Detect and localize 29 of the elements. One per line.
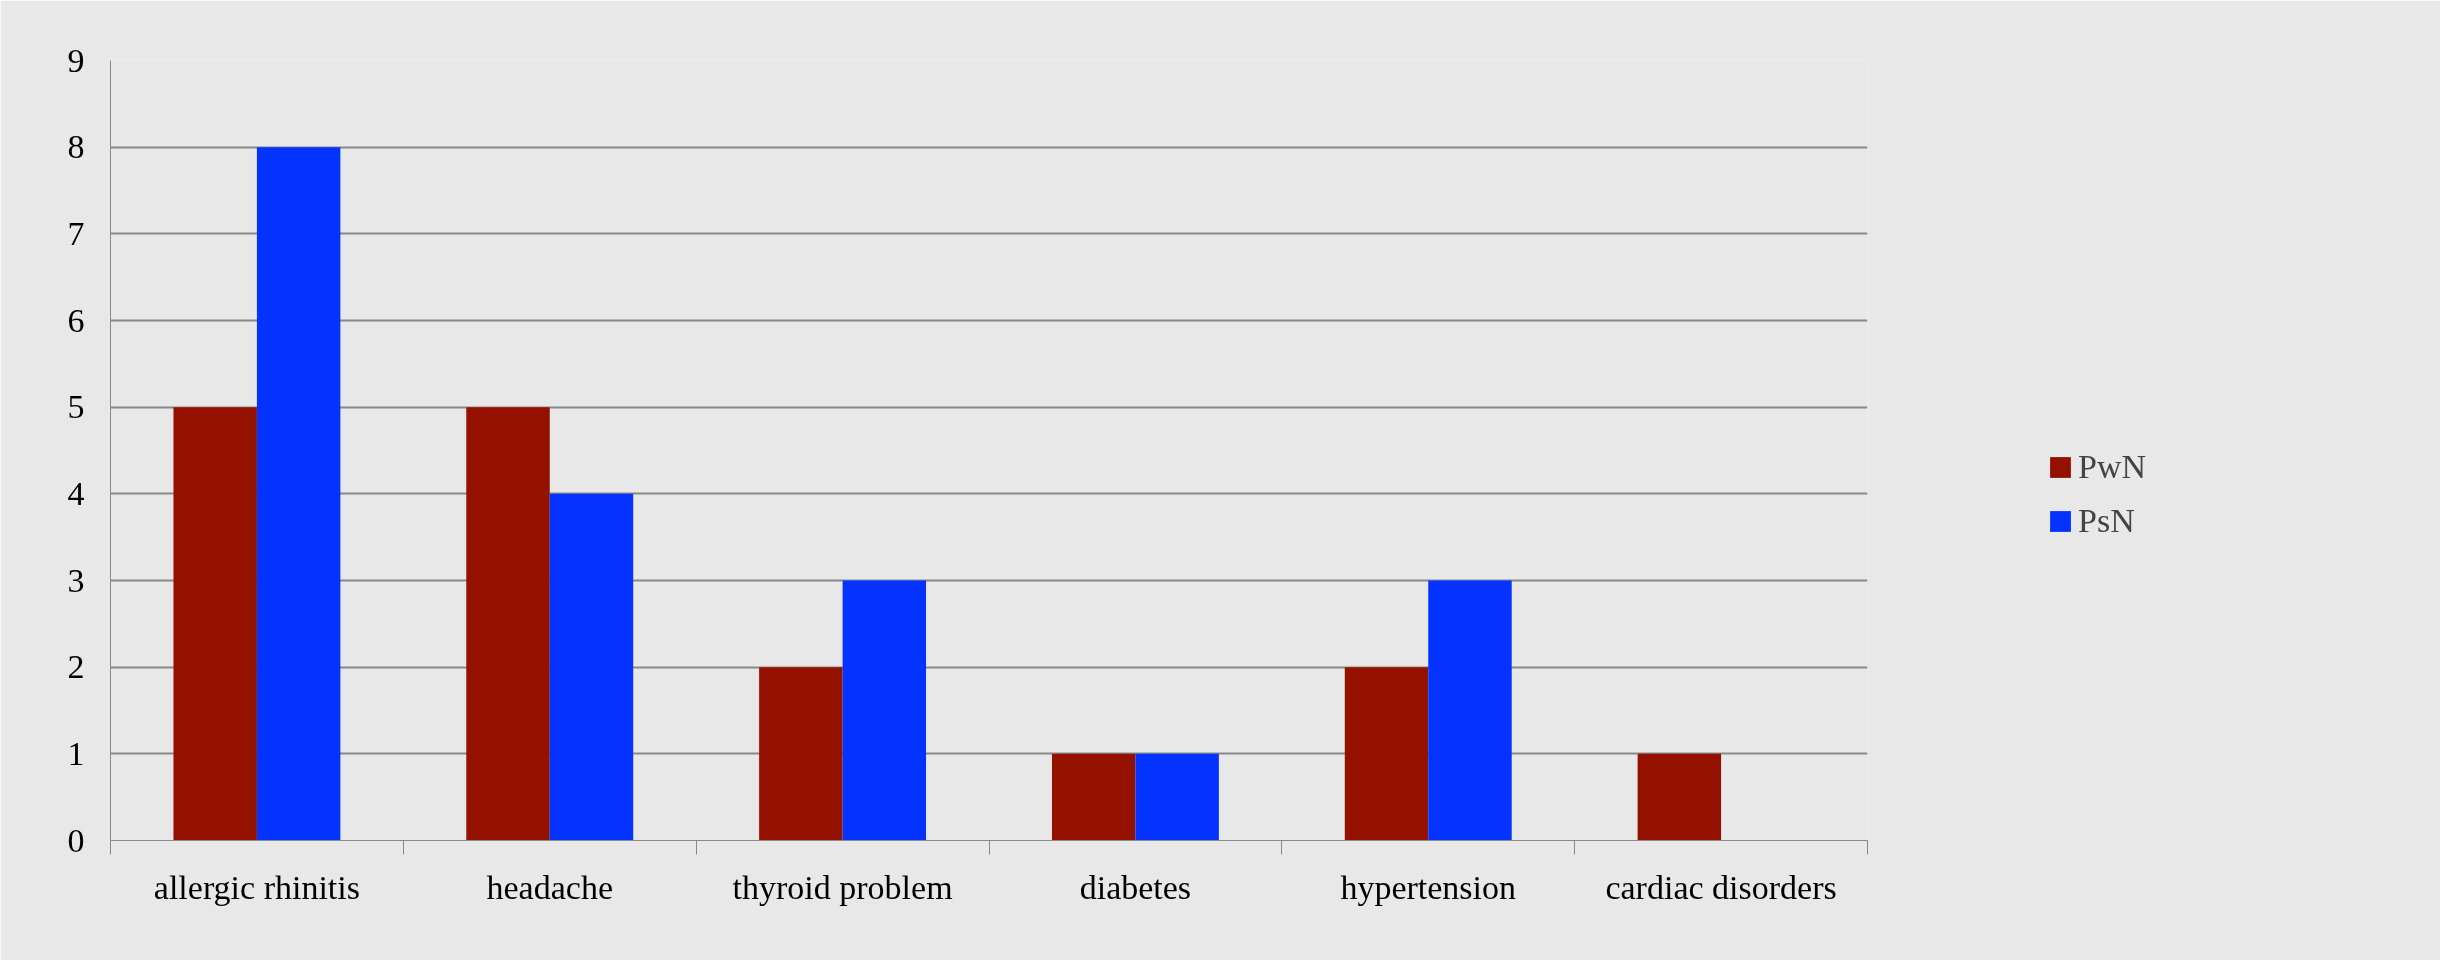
y-tick-label: 8 [67, 128, 85, 166]
bar [466, 407, 550, 841]
bar [1344, 667, 1429, 841]
y-tick-label: 7 [67, 214, 85, 252]
bar [759, 667, 843, 841]
x-tick-label: allergic rhinitis [153, 868, 361, 906]
x-tick-label: hypertension [1340, 868, 1517, 906]
y-tick-label: 0 [67, 821, 85, 859]
x-tick-label: headache [486, 868, 613, 906]
y-tick-label: 5 [67, 388, 85, 426]
bar [1428, 580, 1512, 841]
bar [549, 493, 634, 841]
x-tick-label: thyroid problem [732, 868, 953, 906]
bar [1637, 753, 1722, 841]
y-tick-label: 2 [67, 648, 85, 686]
x-tick-label: diabetes [1079, 868, 1192, 906]
bar [1135, 753, 1219, 841]
legend-label: PsN [2078, 502, 2135, 540]
bar [256, 147, 341, 841]
y-tick-label: 6 [67, 301, 85, 339]
bar [842, 580, 927, 841]
y-tick-label: 4 [67, 474, 85, 512]
legend-label: PwN [2078, 448, 2147, 486]
y-tick-label: 9 [67, 41, 85, 79]
x-tick-label: cardiac disorders [1605, 868, 1837, 906]
bar [1051, 753, 1136, 841]
y-tick-label: 1 [67, 734, 85, 772]
bar [173, 407, 257, 841]
y-tick-label: 3 [67, 561, 85, 599]
